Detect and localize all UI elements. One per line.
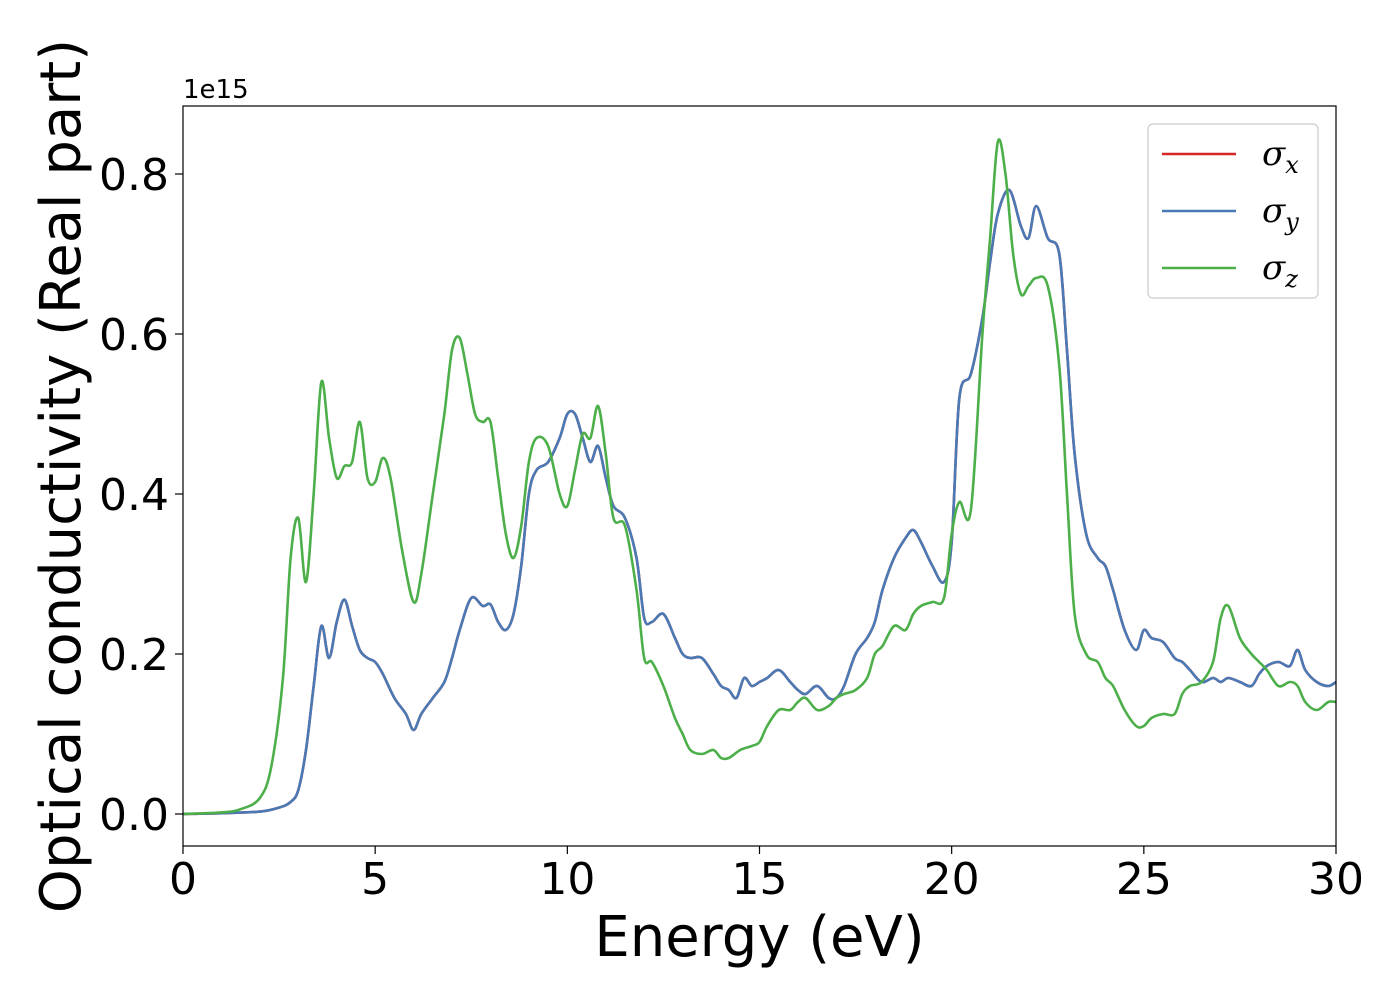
x-tick-label: 0 [169, 854, 197, 905]
series-line-z [183, 138, 1336, 816]
y-tick-label: 0.2 [99, 630, 169, 681]
y-axis-ticks: 0.0 0.2 0.4 0.6 0.8 [99, 150, 183, 841]
y-tick-label: 0.8 [99, 150, 169, 201]
x-tick-label: 10 [539, 854, 595, 905]
x-tick-label: 20 [924, 854, 980, 905]
x-axis-title: Energy (eV) [594, 905, 924, 970]
y-axis-title: Optical conductivity (Real part) [29, 39, 94, 913]
y-tick-label: 0.0 [99, 790, 169, 841]
x-tick-label: 25 [1116, 854, 1172, 905]
y-tick-label: 0.6 [99, 310, 169, 361]
x-axis-ticks: 0 5 10 15 20 25 30 [169, 846, 1364, 905]
x-tick-label: 5 [361, 854, 389, 905]
x-tick-label: 15 [732, 854, 788, 905]
x-tick-label: 30 [1308, 854, 1364, 905]
series-line-y [183, 188, 1336, 816]
legend-label-y: σy [1262, 191, 1299, 236]
legend-label-x: σx [1262, 134, 1299, 179]
y-axis-offset-label: 1e15 [183, 75, 249, 105]
y-tick-label: 0.4 [99, 470, 169, 521]
series-lines [183, 138, 1336, 816]
legend-label-z: σz [1262, 248, 1298, 293]
legend: σx σy σz [1147, 123, 1319, 299]
